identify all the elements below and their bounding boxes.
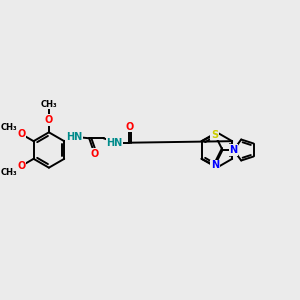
Text: O: O: [17, 161, 25, 171]
Text: O: O: [45, 115, 53, 125]
Text: O: O: [90, 149, 98, 159]
Text: CH₃: CH₃: [1, 168, 18, 177]
Text: N: N: [230, 145, 238, 155]
Text: S: S: [211, 130, 218, 140]
Text: CH₃: CH₃: [40, 100, 57, 109]
Text: HN: HN: [66, 132, 82, 142]
Text: O: O: [17, 129, 25, 139]
Text: N: N: [211, 160, 219, 170]
Text: CH₃: CH₃: [1, 123, 18, 132]
Text: O: O: [125, 122, 134, 132]
Text: HN: HN: [106, 138, 123, 148]
